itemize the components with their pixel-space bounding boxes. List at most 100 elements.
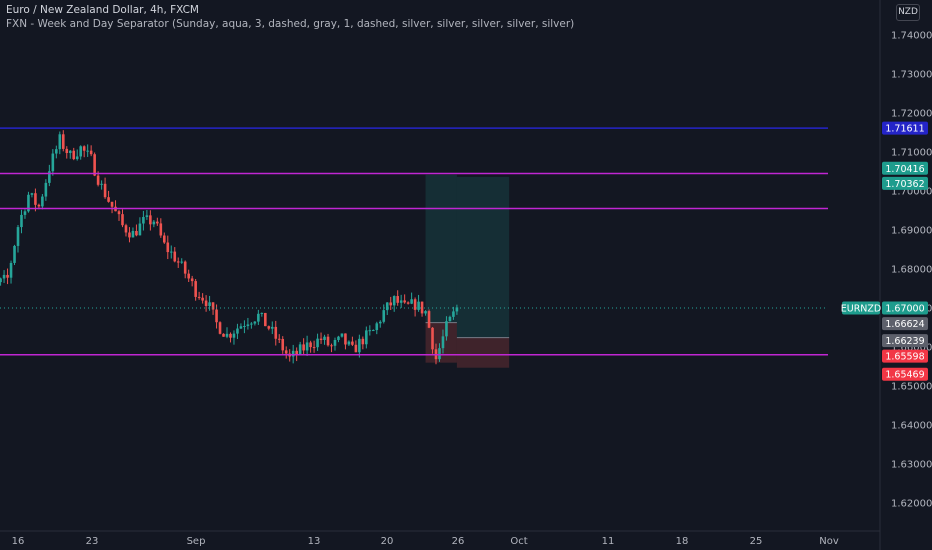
candle-body <box>9 262 13 278</box>
price-tag <box>882 301 928 315</box>
price-tag-label: 1.66624 <box>885 319 924 330</box>
candle-body <box>159 223 163 236</box>
candle-body <box>13 245 16 263</box>
candle-body <box>424 311 427 314</box>
candle-body <box>340 333 344 337</box>
time-tick-label: 16 <box>12 536 25 547</box>
position-boxes[interactable] <box>425 174 510 368</box>
candle-body <box>82 146 86 151</box>
candle-body <box>86 150 89 152</box>
candle-body <box>110 201 114 207</box>
candle-body <box>208 302 211 306</box>
horizontal-lines[interactable] <box>0 127 828 356</box>
price-tag-label: 1.66239 <box>885 336 924 347</box>
candle-body <box>89 150 93 155</box>
candle-body <box>417 301 420 310</box>
candle-body <box>291 350 295 357</box>
candle-body <box>93 154 96 176</box>
candle-body <box>183 261 187 274</box>
candle-body <box>385 302 389 311</box>
price-tag-label: 1.65598 <box>885 352 924 363</box>
candle-body <box>305 342 309 351</box>
candle-body <box>131 230 135 238</box>
candle-body <box>232 333 236 338</box>
candle-body <box>420 301 424 314</box>
price-tick-label: 1.71000 <box>891 148 932 159</box>
candle-body <box>372 330 375 332</box>
price-tick-label: 1.65000 <box>891 382 932 393</box>
price-scale-unit-badge[interactable]: NZD <box>896 4 920 21</box>
candle-body <box>58 134 62 150</box>
candle-body <box>68 150 72 154</box>
candle-body <box>250 323 253 325</box>
candle-body <box>243 325 246 327</box>
price-tag <box>882 334 928 348</box>
candle-body <box>6 274 9 278</box>
candle-body <box>330 345 333 347</box>
candle-body <box>138 223 142 236</box>
candle-body <box>323 336 326 340</box>
candle-body <box>190 278 194 282</box>
candle-body <box>337 336 340 341</box>
candle-body <box>312 347 316 349</box>
candle-body <box>274 326 278 339</box>
stop-loss-zone[interactable] <box>456 337 510 368</box>
time-tick-label: 18 <box>676 536 689 547</box>
candle-body <box>236 328 239 334</box>
price-tag <box>882 317 928 331</box>
price-tick-label: 1.70000 <box>891 187 932 198</box>
time-tick-label: 11 <box>602 536 615 547</box>
candle-body <box>382 310 386 322</box>
candle-body <box>34 193 37 205</box>
candle-body <box>16 227 20 246</box>
candle-body <box>135 230 138 236</box>
candle-body <box>37 204 41 207</box>
candle-body <box>438 348 441 360</box>
candle-body <box>410 299 413 304</box>
candle-body <box>264 312 267 327</box>
candle-body <box>347 341 351 345</box>
candle-body <box>448 316 452 322</box>
price-tag-label: 1.71611 <box>885 124 924 135</box>
candle-body <box>142 216 145 224</box>
indicator-legend[interactable]: FXN - Week and Day Separator (Sunday, aq… <box>6 18 575 30</box>
candle-body <box>156 221 159 224</box>
candle-body <box>403 300 406 303</box>
candle-body <box>351 341 354 345</box>
price-tag-label: 1.65469 <box>885 370 924 381</box>
candle-body <box>267 326 271 329</box>
time-tick-label: Nov <box>819 536 839 547</box>
time-tick-label: 26 <box>452 536 465 547</box>
candle-body <box>361 338 365 345</box>
candle-body <box>20 214 23 228</box>
candle-body <box>319 338 323 340</box>
candle-body <box>117 211 121 215</box>
chart-title: Euro / New Zealand Dollar, 4h, FXCM <box>6 4 199 16</box>
price-tick-label: 1.73000 <box>891 70 932 81</box>
candle-body <box>128 232 131 238</box>
candle-body <box>427 311 431 328</box>
candle-body <box>284 350 288 354</box>
candle-body <box>399 300 403 303</box>
candle-body <box>441 336 445 349</box>
price-tick-label: 1.74000 <box>891 31 932 42</box>
candle-body <box>121 214 124 226</box>
stop-loss-zone[interactable] <box>425 322 457 363</box>
candle-body <box>96 175 100 185</box>
candle-body <box>218 322 222 334</box>
candle-body <box>169 251 173 253</box>
candle-body <box>260 312 264 314</box>
candle-body <box>51 153 55 172</box>
candle-body <box>72 150 76 160</box>
candle-body <box>23 211 27 215</box>
time-axis[interactable]: 16 23 Sep 13 20 26 Oct 11 18 25 Nov <box>12 536 839 547</box>
take-profit-zone[interactable] <box>456 176 510 338</box>
candle-body <box>145 215 149 217</box>
candle-body <box>215 309 218 323</box>
candle-body <box>173 251 177 262</box>
take-profit-zone[interactable] <box>425 174 457 323</box>
price-tag-label: 1.70416 <box>885 164 924 175</box>
candle-body <box>107 197 110 202</box>
